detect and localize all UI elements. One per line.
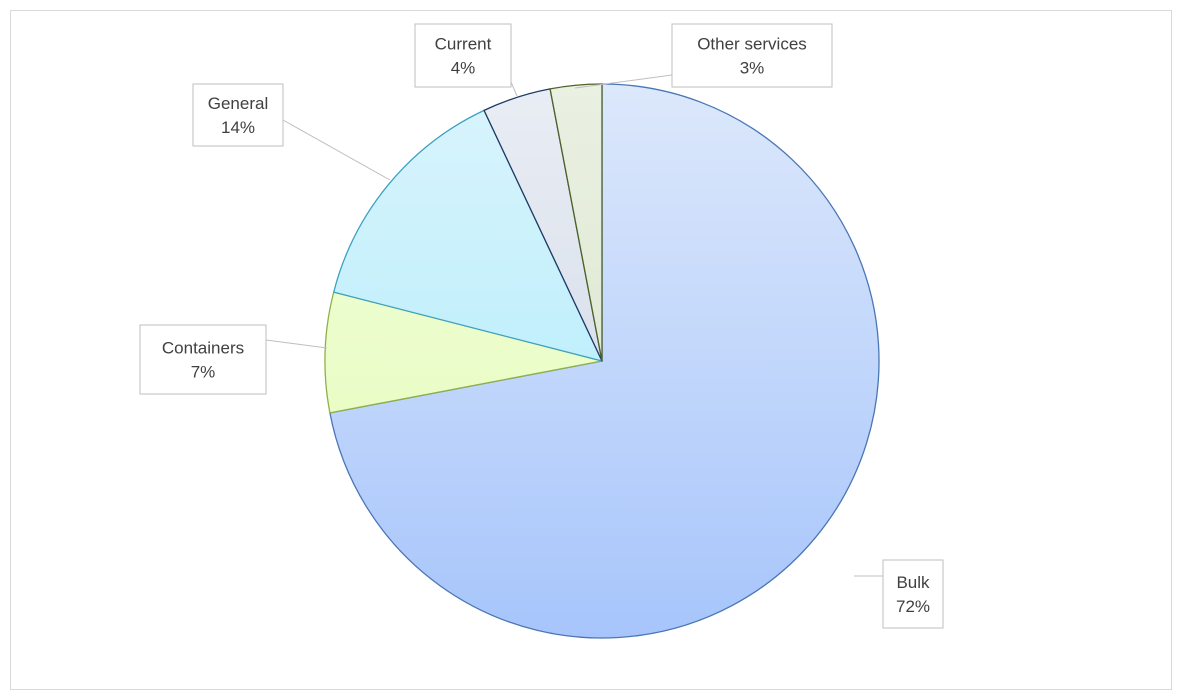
data-label-general: General 14% xyxy=(192,83,284,147)
data-label-category: General xyxy=(208,94,268,113)
data-label-percent: 14% xyxy=(221,118,255,137)
data-label-percent: 7% xyxy=(191,363,216,382)
data-label-percent: 4% xyxy=(451,59,476,78)
pie-slice-general xyxy=(333,109,603,362)
data-label-category: Containers xyxy=(162,339,244,358)
data-label-current: Current 4% xyxy=(414,23,512,88)
data-label-category: Other services xyxy=(697,35,807,54)
data-label-box xyxy=(882,559,944,629)
data-label-box xyxy=(192,83,284,147)
data-label-percent: 72% xyxy=(896,597,930,616)
leader-line-general xyxy=(282,119,391,181)
data-label-box xyxy=(414,23,512,88)
leader-line-current xyxy=(510,81,518,97)
pie-slice-bulk xyxy=(329,83,880,639)
data-label-other-services: Other services 3% xyxy=(671,23,833,88)
data-label-category: Current xyxy=(435,35,492,54)
data-label-percent: 3% xyxy=(740,59,765,78)
pie-slice-containers xyxy=(324,291,603,414)
data-label-containers: Containers 7% xyxy=(139,324,267,395)
data-label-bulk: Bulk 72% xyxy=(882,559,944,629)
data-label-box xyxy=(671,23,833,88)
leader-line-other-services xyxy=(574,74,673,89)
leader-line-containers xyxy=(265,339,328,349)
data-label-box xyxy=(139,324,267,395)
data-label-category: Bulk xyxy=(896,573,930,592)
